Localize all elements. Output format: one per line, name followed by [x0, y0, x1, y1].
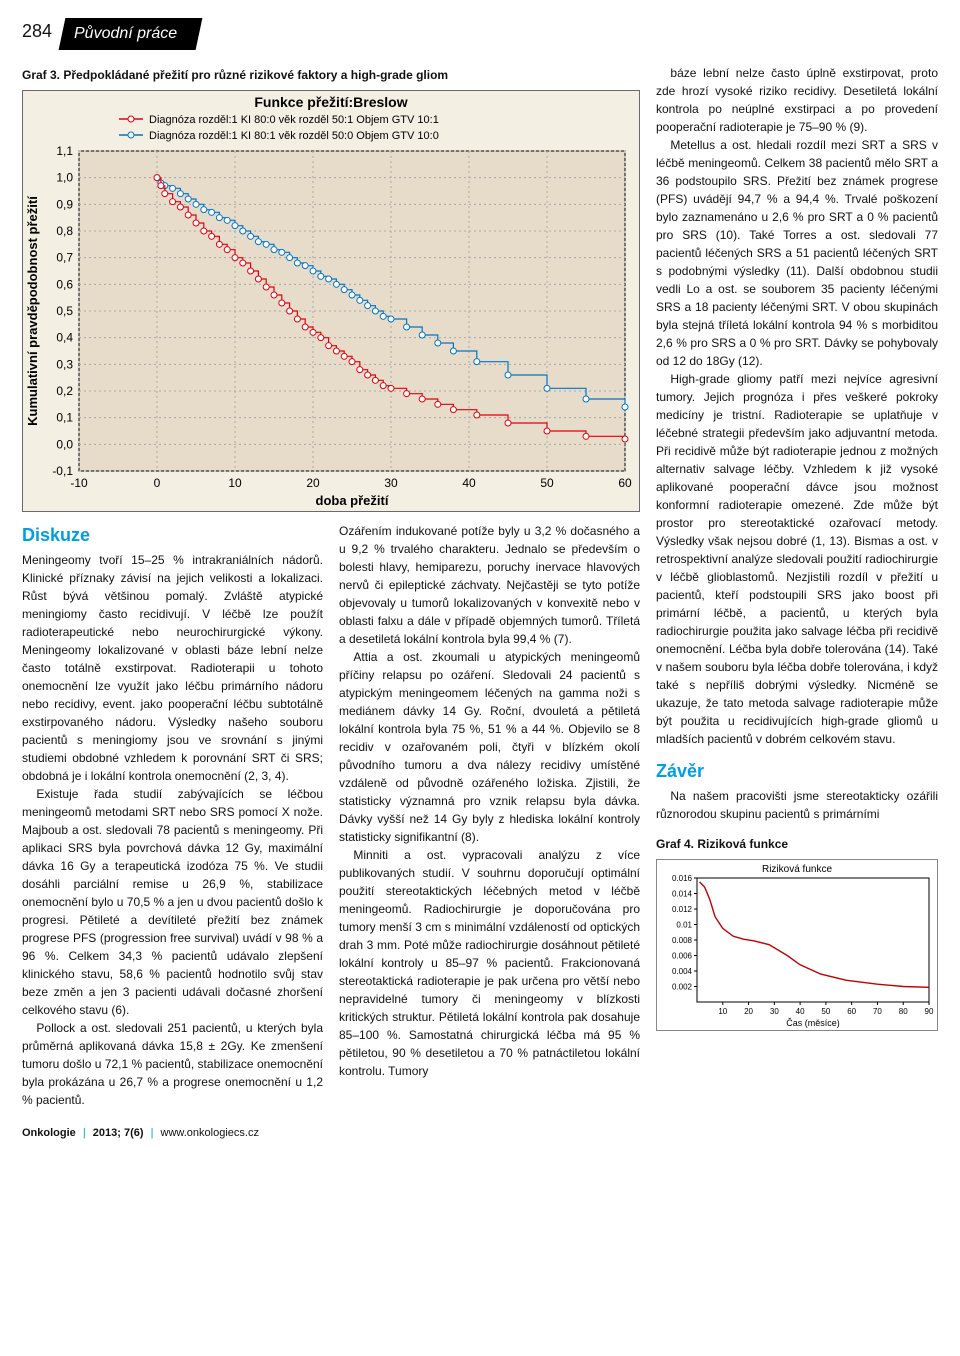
- svg-text:0.012: 0.012: [672, 905, 693, 914]
- svg-text:0,5: 0,5: [56, 304, 73, 318]
- svg-text:40: 40: [796, 1007, 805, 1016]
- body-paragraph: Metellus a ost. hledali rozdíl mezi SRT …: [656, 136, 938, 370]
- diskuze-paragraph: Pollock a ost. sledovali 251 pacientů, u…: [22, 1019, 323, 1109]
- section-tab-label: Původní práce: [74, 22, 177, 46]
- svg-text:80: 80: [899, 1007, 908, 1016]
- zaver-paragraph: Na našem pracovišti jsme stereotakticky …: [656, 787, 938, 823]
- footer-issue: 2013; 7(6): [93, 1127, 144, 1139]
- svg-text:Kumulativní pravděpodobnost př: Kumulativní pravděpodobnost přežití: [25, 196, 40, 426]
- page-number: 284: [22, 18, 52, 45]
- zaver-heading: Závěr: [656, 758, 938, 785]
- svg-text:60: 60: [847, 1007, 856, 1016]
- graf4-label: Graf 4.: [656, 837, 694, 851]
- svg-text:Funkce přežití:Breslow: Funkce přežití:Breslow: [254, 94, 407, 110]
- page-footer: Onkologie | 2013; 7(6) | www.onkologiecs…: [22, 1125, 938, 1142]
- svg-text:Čas (měsíce): Čas (měsíce): [786, 1018, 840, 1028]
- svg-text:0.014: 0.014: [672, 890, 693, 899]
- svg-text:-10: -10: [70, 476, 88, 490]
- graf4-caption: Riziková funkce: [697, 837, 788, 851]
- diskuze-paragraph: Meningeomy tvoří 15–25 % intrakraniálníc…: [22, 551, 323, 785]
- svg-text:20: 20: [744, 1007, 753, 1016]
- svg-text:0,9: 0,9: [56, 197, 73, 211]
- page-header: 284 Původní práce: [22, 18, 938, 50]
- svg-text:Diagnóza rozděl:1 KI 80:0 věk: Diagnóza rozděl:1 KI 80:0 věk rozděl 50:…: [149, 114, 439, 126]
- svg-text:0,3: 0,3: [56, 357, 73, 371]
- footer-journal: Onkologie: [22, 1127, 76, 1139]
- graf4-title: Graf 4. Riziková funkce: [656, 835, 938, 853]
- svg-text:1,1: 1,1: [56, 144, 73, 158]
- footer-site: www.onkologiecs.cz: [161, 1127, 259, 1139]
- svg-text:30: 30: [770, 1007, 779, 1016]
- svg-text:0,2: 0,2: [56, 384, 73, 398]
- svg-text:30: 30: [384, 476, 398, 490]
- svg-text:Riziková funkce: Riziková funkce: [762, 864, 832, 875]
- svg-text:90: 90: [925, 1007, 934, 1016]
- graf3-title: Graf 3. Předpokládané přežití pro různé …: [22, 66, 640, 84]
- body-paragraph: Minniti a ost. vypracovali analýzu z víc…: [339, 846, 640, 1080]
- svg-text:50: 50: [540, 476, 554, 490]
- diskuze-paragraph: Existuje řada studií zabývajících se léč…: [22, 785, 323, 1019]
- footer-separator: |: [79, 1127, 90, 1139]
- svg-text:0,7: 0,7: [56, 251, 73, 265]
- svg-text:Diagnóza rozděl:1 KI 80:1 věk: Diagnóza rozděl:1 KI 80:1 věk rozděl 50:…: [149, 130, 439, 142]
- svg-text:1,0: 1,0: [56, 171, 73, 185]
- svg-text:10: 10: [228, 476, 242, 490]
- svg-text:60: 60: [618, 476, 632, 490]
- svg-text:0,8: 0,8: [56, 224, 73, 238]
- svg-text:0.002: 0.002: [672, 983, 693, 992]
- svg-text:40: 40: [462, 476, 476, 490]
- svg-text:doba přežití: doba přežití: [316, 493, 389, 508]
- svg-text:50: 50: [821, 1007, 830, 1016]
- svg-text:0: 0: [154, 476, 161, 490]
- diskuze-heading: Diskuze: [22, 522, 323, 549]
- svg-text:0,6: 0,6: [56, 277, 73, 291]
- svg-text:0.006: 0.006: [672, 952, 693, 961]
- svg-text:0.01: 0.01: [676, 921, 692, 930]
- svg-text:0,0: 0,0: [56, 437, 73, 451]
- graf3-chart: Funkce přežití:Breslow Diagnóza rozděl:1 …: [22, 90, 640, 512]
- footer-separator: |: [147, 1127, 158, 1139]
- svg-text:10: 10: [718, 1007, 727, 1016]
- body-paragraph: High-grade gliomy patří mezi nejvíce agr…: [656, 370, 938, 748]
- graf3-svg: Funkce přežití:Breslow Diagnóza rozděl:1 …: [23, 91, 639, 511]
- body-paragraph: Attia a ost. zkoumali u atypických menin…: [339, 648, 640, 846]
- body-paragraph: Ozářením indukované potíže byly u 3,2 % …: [339, 522, 640, 648]
- graf3-label: Graf 3.: [22, 68, 60, 82]
- svg-text:0.008: 0.008: [672, 936, 693, 945]
- graf4-svg: Riziková funkce 10 20 30 40 50 60 70 80 90 0.002 0.…: [657, 860, 937, 1030]
- svg-text:20: 20: [306, 476, 320, 490]
- section-tab: Původní práce: [59, 18, 203, 50]
- svg-text:0.016: 0.016: [672, 874, 693, 883]
- body-paragraph: báze lební nelze často úplně exstirpovat…: [656, 64, 938, 136]
- graf4-chart: Riziková funkce 10 20 30 40 50 60 70 80 90 0.002 0.…: [656, 859, 938, 1031]
- svg-text:0,4: 0,4: [56, 331, 73, 345]
- graf3-caption: Předpokládané přežití pro různé rizikové…: [63, 68, 448, 82]
- svg-text:-0,1: -0,1: [52, 464, 73, 478]
- svg-text:70: 70: [873, 1007, 882, 1016]
- svg-text:0,1: 0,1: [56, 411, 73, 425]
- svg-text:0.004: 0.004: [672, 967, 693, 976]
